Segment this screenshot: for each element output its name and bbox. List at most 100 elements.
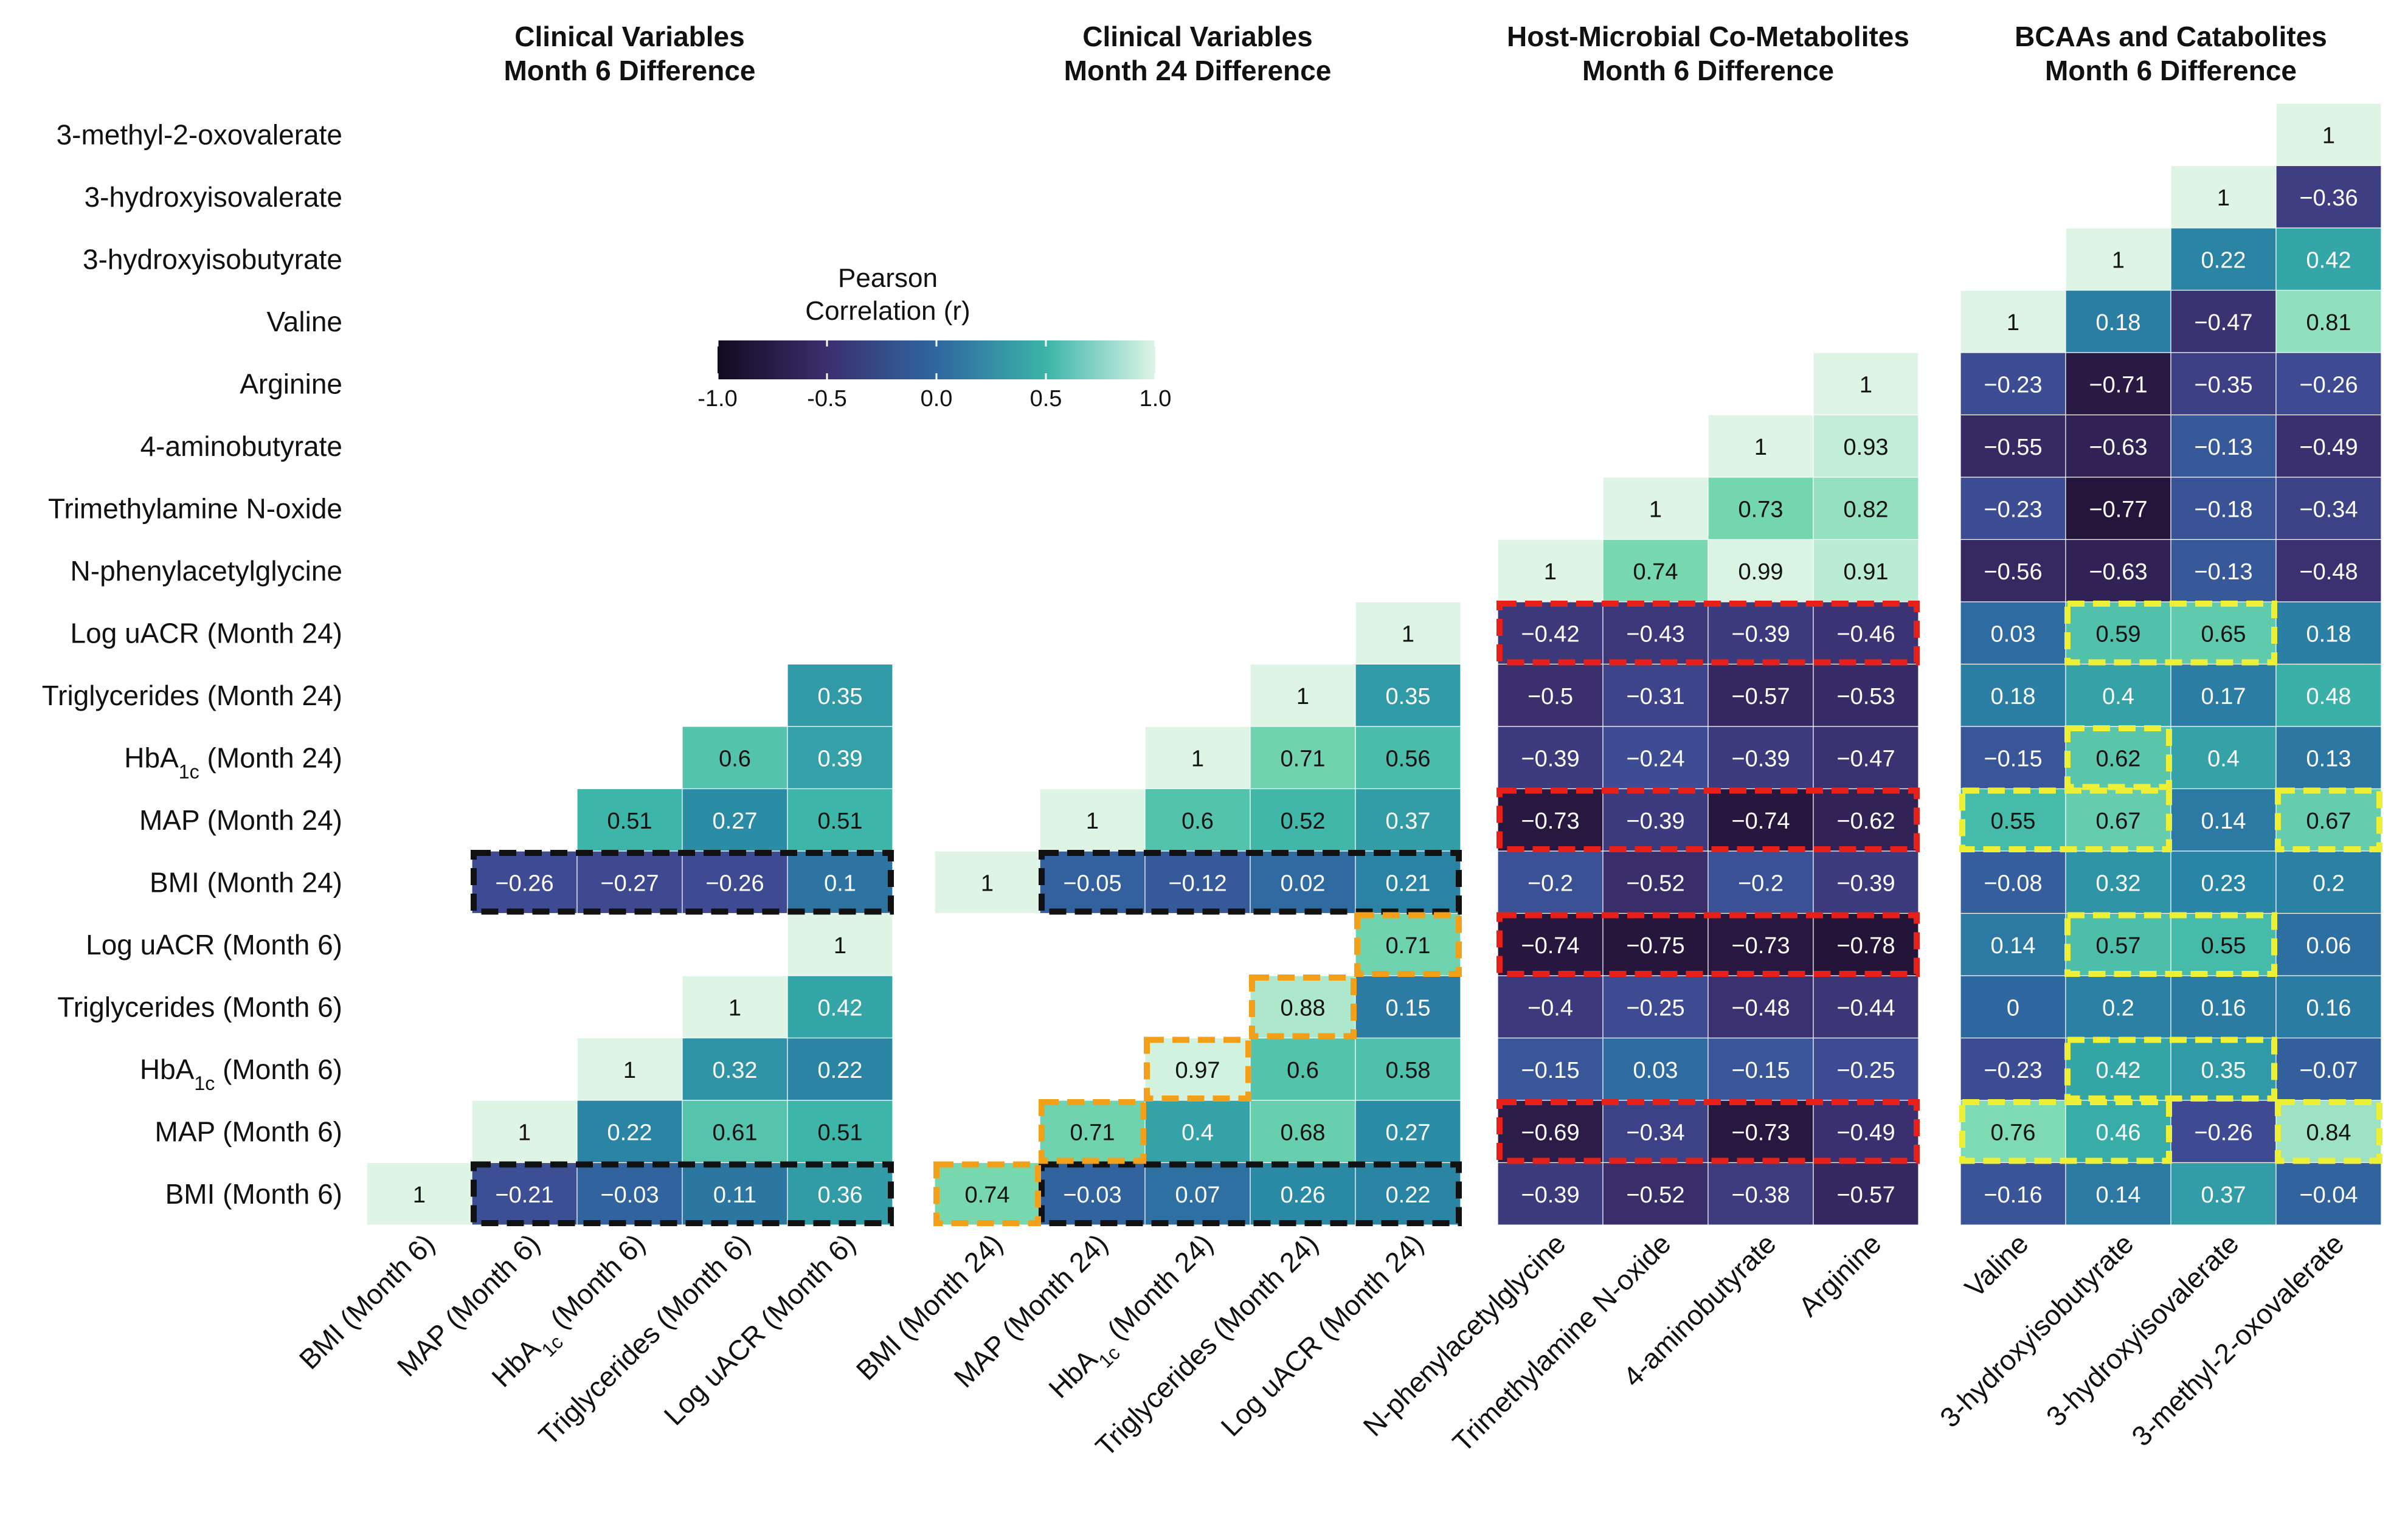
cell-label: −0.2: [1527, 871, 1573, 896]
cell-label: 0.02: [1281, 871, 1326, 896]
cell-label: 0.4: [2102, 684, 2134, 709]
cell-label: −0.26: [705, 871, 764, 896]
cell-triglycerides-month-6-x-3-hydroxyisobutyrate: [2065, 975, 2171, 1039]
cell-label: −0.03: [600, 1182, 659, 1208]
cell-label: −0.15: [1521, 1058, 1579, 1083]
row-label-hba1c-month-24: HbA1c (Month 24): [124, 742, 342, 782]
cell-label: 1: [1086, 809, 1099, 834]
cell-label: 0.6: [719, 746, 751, 771]
cell-log-uacr-month-24-x-trimethylamine-n-oxide: [1602, 601, 1709, 665]
cell-label: 0.61: [713, 1120, 758, 1145]
cell-label: 0.81: [2306, 310, 2351, 336]
cell-valine-x-3-methyl-2-oxovalerate: [2275, 289, 2382, 353]
cell-label: −0.43: [1626, 621, 1684, 647]
cell-bmi-month-24-x-log-uacr-month-24: [1355, 850, 1461, 914]
cell-label: 0.97: [1175, 1058, 1220, 1083]
cell-label: 0.15: [1386, 995, 1431, 1021]
cell-bmi-month-24-x-valine: [1960, 850, 2066, 914]
panel-title-1-line-2: Month 6 Difference: [503, 55, 755, 86]
cell-hba1c-month-24-x-3-hydroxyisovalerate: [2170, 726, 2277, 790]
cell-label: 0.62: [2096, 746, 2141, 771]
cell-label: −0.2: [1738, 871, 1784, 896]
cell-hba1c-month-6-x-hba1c-month-24: [1144, 1037, 1251, 1101]
cell-label: −0.74: [1731, 809, 1790, 834]
cell-label: −0.36: [2299, 185, 2358, 211]
highlight-box-black-1-2: [471, 1161, 894, 1226]
panel-title-2-line-2: Month 24 Difference: [1064, 55, 1332, 86]
cell-label: −0.31: [1626, 684, 1684, 709]
cell-label: 0.03: [1633, 1058, 1678, 1083]
cell-label: 0.67: [2306, 809, 2351, 834]
cell-trimethylamine-n-oxide-x-arginine: [1813, 477, 1919, 540]
cell-label: 0.93: [1844, 435, 1889, 460]
cell-label: 0.18: [1991, 684, 2036, 709]
cell-label: −0.5: [1527, 684, 1573, 709]
cell-label: −0.48: [2299, 559, 2358, 585]
cell-label: 0.6: [1182, 809, 1214, 834]
cell-bmi-month-6-x-bmi-month-24: [934, 1162, 1040, 1226]
cell-map-month-24-x-log-uacr-month-24: [1355, 788, 1461, 852]
cell-valine-x-3-hydroxyisovalerate: [2170, 289, 2277, 353]
column-label-3-hydroxyisovalerate: 3-hydroxyisovalerate: [2040, 1227, 2245, 1432]
column-label-3-hydroxyisobutyrate: 3-hydroxyisobutyrate: [1934, 1227, 2140, 1433]
cell-hba1c-month-24-x-3-methyl-2-oxovalerate: [2275, 726, 2382, 790]
cell-arginine-x-3-methyl-2-oxovalerate: [2275, 352, 2382, 416]
cell-label: −0.12: [1168, 871, 1226, 896]
cell-label: −0.35: [2194, 372, 2252, 398]
cell-label: 0.23: [2201, 871, 2246, 896]
cell-label: 0.65: [2201, 621, 2246, 647]
column-label-arginine: Arginine: [1792, 1227, 1887, 1322]
cell-label: 0.42: [2306, 247, 2351, 273]
cell-label: −0.55: [1984, 435, 2042, 460]
row-label-4-aminobutyrate: 4-aminobutyrate: [140, 430, 342, 462]
cell-label: 0.57: [2096, 933, 2141, 959]
cell-label: −0.47: [2194, 310, 2252, 336]
cell-n-phenylacetylglycine-x-valine: [1960, 539, 2066, 602]
cell-map-month-24-x-3-hydroxyisobutyrate: [2065, 788, 2171, 852]
cell-log-uacr-month-24-x-valine: [1960, 601, 2066, 665]
cell-label: −0.73: [1521, 809, 1579, 834]
cell-bmi-month-24-x-triglycerides-month-6: [682, 850, 788, 914]
cell-label: 0.39: [818, 746, 863, 771]
cell-label: −0.24: [1626, 746, 1684, 771]
cell-label: −0.74: [1521, 933, 1579, 959]
highlight-box-red-3-4: [1496, 1099, 1920, 1164]
cell-4-aminobutyrate-x-arginine: [1813, 414, 1919, 478]
cell-hba1c-month-6-x-3-methyl-2-oxovalerate: [2275, 1037, 2382, 1101]
column-label-valine: Valine: [1959, 1227, 2035, 1303]
cell-label: 0.32: [713, 1058, 758, 1083]
cell-label: 0.2: [2313, 871, 2345, 896]
cell-log-uacr-month-24-x-4-aminobutyrate: [1707, 601, 1814, 665]
row-label-map-month-6: MAP (Month 6): [155, 1116, 342, 1147]
cell-label: −0.39: [1521, 1182, 1579, 1208]
cell-map-month-24-x-n-phenylacetylglycine: [1497, 788, 1604, 852]
highlight-box-black-1-1: [471, 850, 894, 915]
cell-label: −0.27: [600, 871, 659, 896]
cell-label: 0.42: [2096, 1058, 2141, 1083]
cell-bmi-month-6-x-bmi-month-6: [366, 1162, 472, 1226]
cell-bmi-month-6-x-3-methyl-2-oxovalerate: [2275, 1162, 2382, 1226]
highlight-box-orange-2-4: [1249, 974, 1357, 1040]
cell-label: 0.51: [818, 1120, 863, 1145]
cell-label: 0.51: [607, 809, 652, 834]
cell-bmi-month-6-x-map-month-24: [1039, 1162, 1146, 1226]
cell-triglycerides-month-24-x-n-phenylacetylglycine: [1497, 663, 1604, 727]
panel-title-4-line-1: BCAAs and Catabolites: [2015, 21, 2327, 52]
cell-label: −0.63: [2089, 435, 2147, 460]
cell-hba1c-month-24-x-trimethylamine-n-oxide: [1602, 726, 1709, 790]
cell-label: 0.46: [2096, 1120, 2141, 1145]
cell-label: 0.74: [965, 1182, 1010, 1208]
cell-bmi-month-6-x-triglycerides-month-24: [1250, 1162, 1356, 1226]
cell-label: 0.14: [2096, 1182, 2141, 1208]
cell-trimethylamine-n-oxide-x-trimethylamine-n-oxide: [1602, 477, 1709, 540]
cell-label: 1: [623, 1058, 636, 1083]
cell-label: 0.6: [1287, 1058, 1319, 1083]
cell-label: 0: [2007, 995, 2019, 1021]
cell-triglycerides-month-6-x-valine: [1960, 975, 2066, 1039]
panel-title-4-line-2: Month 6 Difference: [2045, 55, 2297, 86]
cell-label: −0.44: [1836, 995, 1895, 1021]
row-label-arginine: Arginine: [240, 368, 342, 399]
cell-3-hydroxyisobutyrate-x-3-hydroxyisovalerate: [2170, 227, 2277, 291]
